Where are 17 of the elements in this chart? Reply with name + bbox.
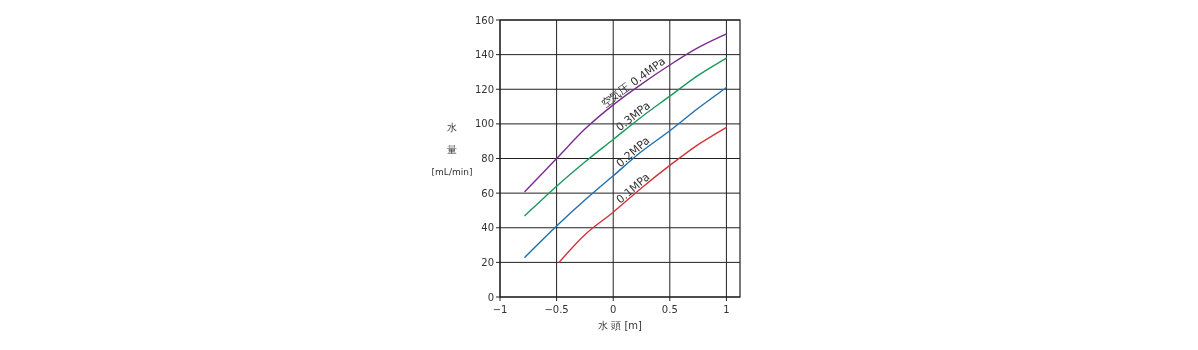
x-tick-label: −0.5: [544, 304, 569, 315]
line-series: [524, 57, 728, 217]
text: 水量 [mL/min]: [431, 121, 473, 177]
y-tick-label: 80: [481, 153, 494, 164]
y-tick-label: 120: [474, 83, 494, 95]
y-tick-label: 40: [481, 222, 494, 234]
x-tick-label: −1: [492, 304, 508, 315]
y-tick-label: 100: [474, 118, 494, 130]
y-tick-label: 160: [474, 14, 494, 26]
y-tick-label: 0: [487, 291, 494, 303]
y-tick-label: 20: [481, 256, 494, 268]
y-tick-label: 60: [481, 187, 494, 199]
x-tick-label: 1: [723, 304, 730, 315]
x-tick-label: 0.5: [661, 304, 678, 315]
x-axis-title: 水 頭 [m]: [598, 320, 643, 331]
x-tick-label: 0: [610, 304, 617, 315]
y-tick-label: 140: [474, 49, 494, 61]
